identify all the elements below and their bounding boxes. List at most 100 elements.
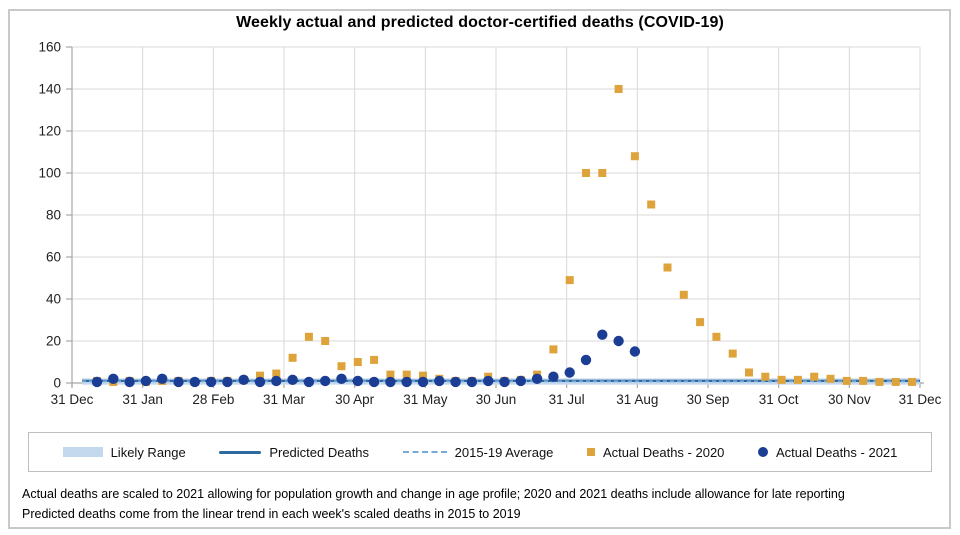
data-point-2021 bbox=[417, 376, 429, 388]
svg-text:31 Dec: 31 Dec bbox=[51, 392, 94, 407]
legend-label: Likely Range bbox=[110, 444, 186, 460]
data-point-2020 bbox=[842, 376, 851, 385]
data-point-2021 bbox=[254, 376, 266, 388]
svg-text:100: 100 bbox=[38, 166, 61, 181]
data-point-2020 bbox=[582, 169, 590, 177]
data-point-2020 bbox=[891, 377, 900, 386]
svg-text:30 Apr: 30 Apr bbox=[335, 392, 375, 407]
solid-line-icon bbox=[219, 450, 262, 454]
legend-item-likely-range: Likely Range bbox=[62, 444, 186, 460]
data-point-2020 bbox=[663, 263, 672, 272]
likely-range-swatch-icon bbox=[62, 447, 103, 457]
data-point-2021 bbox=[222, 376, 233, 388]
data-point-2020 bbox=[826, 374, 835, 383]
svg-text:30 Nov: 30 Nov bbox=[828, 392, 871, 407]
data-point-2021 bbox=[434, 375, 445, 387]
data-point-2020 bbox=[386, 370, 395, 379]
data-point-2020 bbox=[793, 375, 802, 384]
svg-text:31 May: 31 May bbox=[403, 392, 448, 407]
chart-legend: Likely Range Predicted Deaths 2015-19 Av… bbox=[28, 432, 932, 472]
data-point-2021 bbox=[91, 376, 103, 388]
svg-text:120: 120 bbox=[38, 124, 61, 139]
data-point-2021 bbox=[564, 367, 575, 378]
svg-text:80: 80 bbox=[46, 208, 61, 223]
actual-deaths-2021-points bbox=[91, 329, 641, 388]
data-point-2020 bbox=[598, 169, 607, 177]
svg-text:30 Jun: 30 Jun bbox=[476, 392, 517, 407]
data-point-2020 bbox=[679, 290, 688, 299]
data-point-2020 bbox=[810, 372, 819, 381]
data-point-2021 bbox=[271, 375, 282, 387]
svg-text:31 Mar: 31 Mar bbox=[263, 392, 306, 407]
svg-text:31 Jul: 31 Jul bbox=[549, 392, 585, 407]
data-point-2021 bbox=[173, 376, 184, 388]
svg-text:60: 60 bbox=[46, 250, 61, 265]
data-point-2021 bbox=[238, 374, 249, 386]
svg-text:20: 20 bbox=[46, 334, 61, 349]
svg-text:31 Oct: 31 Oct bbox=[759, 392, 799, 407]
data-point-2021 bbox=[580, 354, 592, 366]
chart-title: Weekly actual and predicted doctor-certi… bbox=[236, 14, 724, 31]
data-point-2020 bbox=[908, 377, 916, 386]
data-point-2021 bbox=[320, 375, 331, 387]
orange-square-marker-icon bbox=[587, 448, 595, 456]
y-axis-tick-labels: 0 20 40 60 80 100 120 140 160 bbox=[38, 40, 61, 391]
data-point-2020 bbox=[321, 337, 330, 345]
gridlines bbox=[72, 46, 921, 383]
axes bbox=[66, 46, 924, 388]
data-point-2020 bbox=[777, 375, 786, 384]
data-point-2020 bbox=[696, 318, 705, 327]
data-point-2021 bbox=[499, 376, 510, 388]
data-point-2021 bbox=[303, 376, 315, 388]
legend-item-actual-2021: Actual Deaths - 2021 bbox=[757, 444, 898, 460]
data-point-2020 bbox=[304, 332, 313, 341]
data-point-2020 bbox=[402, 370, 411, 379]
data-point-2020 bbox=[288, 353, 297, 362]
footnote-line-1: Actual deaths are scaled to 2021 allowin… bbox=[22, 487, 845, 501]
data-point-2021 bbox=[401, 376, 412, 388]
dashed-line-icon bbox=[402, 451, 447, 453]
legend-label: Actual Deaths - 2021 bbox=[775, 444, 898, 460]
data-point-2020 bbox=[875, 377, 884, 386]
data-point-2021 bbox=[368, 376, 380, 388]
data-point-2021 bbox=[450, 376, 461, 388]
svg-text:30 Sep: 30 Sep bbox=[687, 392, 730, 407]
data-point-2020 bbox=[337, 362, 346, 371]
data-point-2021 bbox=[531, 373, 543, 384]
data-point-2020 bbox=[353, 358, 362, 366]
chart-footnotes: Actual deaths are scaled to 2021 allowin… bbox=[22, 484, 942, 524]
data-point-2021 bbox=[548, 371, 559, 382]
data-point-2020 bbox=[370, 355, 379, 364]
data-point-2021 bbox=[466, 376, 478, 388]
data-point-2020 bbox=[272, 369, 281, 378]
data-point-2021 bbox=[140, 375, 152, 387]
data-point-2021 bbox=[483, 375, 494, 387]
data-point-2020 bbox=[419, 371, 427, 380]
legend-label: Actual Deaths - 2020 bbox=[603, 444, 725, 460]
svg-text:0: 0 bbox=[53, 376, 61, 391]
blue-circle-marker-icon bbox=[757, 447, 768, 457]
data-point-2020 bbox=[728, 349, 737, 358]
data-point-2021 bbox=[124, 376, 135, 388]
data-point-2020 bbox=[761, 372, 770, 381]
legend-item-actual-2020: Actual Deaths - 2020 bbox=[587, 445, 724, 460]
data-point-2021 bbox=[157, 373, 168, 384]
legend-item-predicted-deaths: Predicted Deaths bbox=[219, 445, 369, 460]
x-axis-tick-labels: 31 Dec 31 Jan 28 Feb 31 Mar 30 Apr 31 May 30 J… bbox=[51, 392, 942, 407]
data-point-2021 bbox=[108, 373, 119, 384]
data-point-2021 bbox=[597, 329, 608, 340]
legend-label: 2015-19 Average bbox=[454, 444, 554, 460]
data-point-2020 bbox=[745, 368, 753, 377]
data-point-2020 bbox=[256, 371, 264, 380]
data-point-2020 bbox=[859, 376, 868, 385]
svg-text:31 Jan: 31 Jan bbox=[122, 392, 163, 407]
data-point-2021 bbox=[336, 373, 347, 384]
data-point-2020 bbox=[614, 85, 623, 93]
data-point-2021 bbox=[205, 376, 217, 388]
legend-label: Predicted Deaths bbox=[269, 444, 370, 460]
svg-text:160: 160 bbox=[38, 40, 61, 55]
svg-text:28 Feb: 28 Feb bbox=[192, 392, 234, 407]
data-point-2021 bbox=[613, 335, 624, 347]
data-point-2020 bbox=[565, 276, 574, 285]
